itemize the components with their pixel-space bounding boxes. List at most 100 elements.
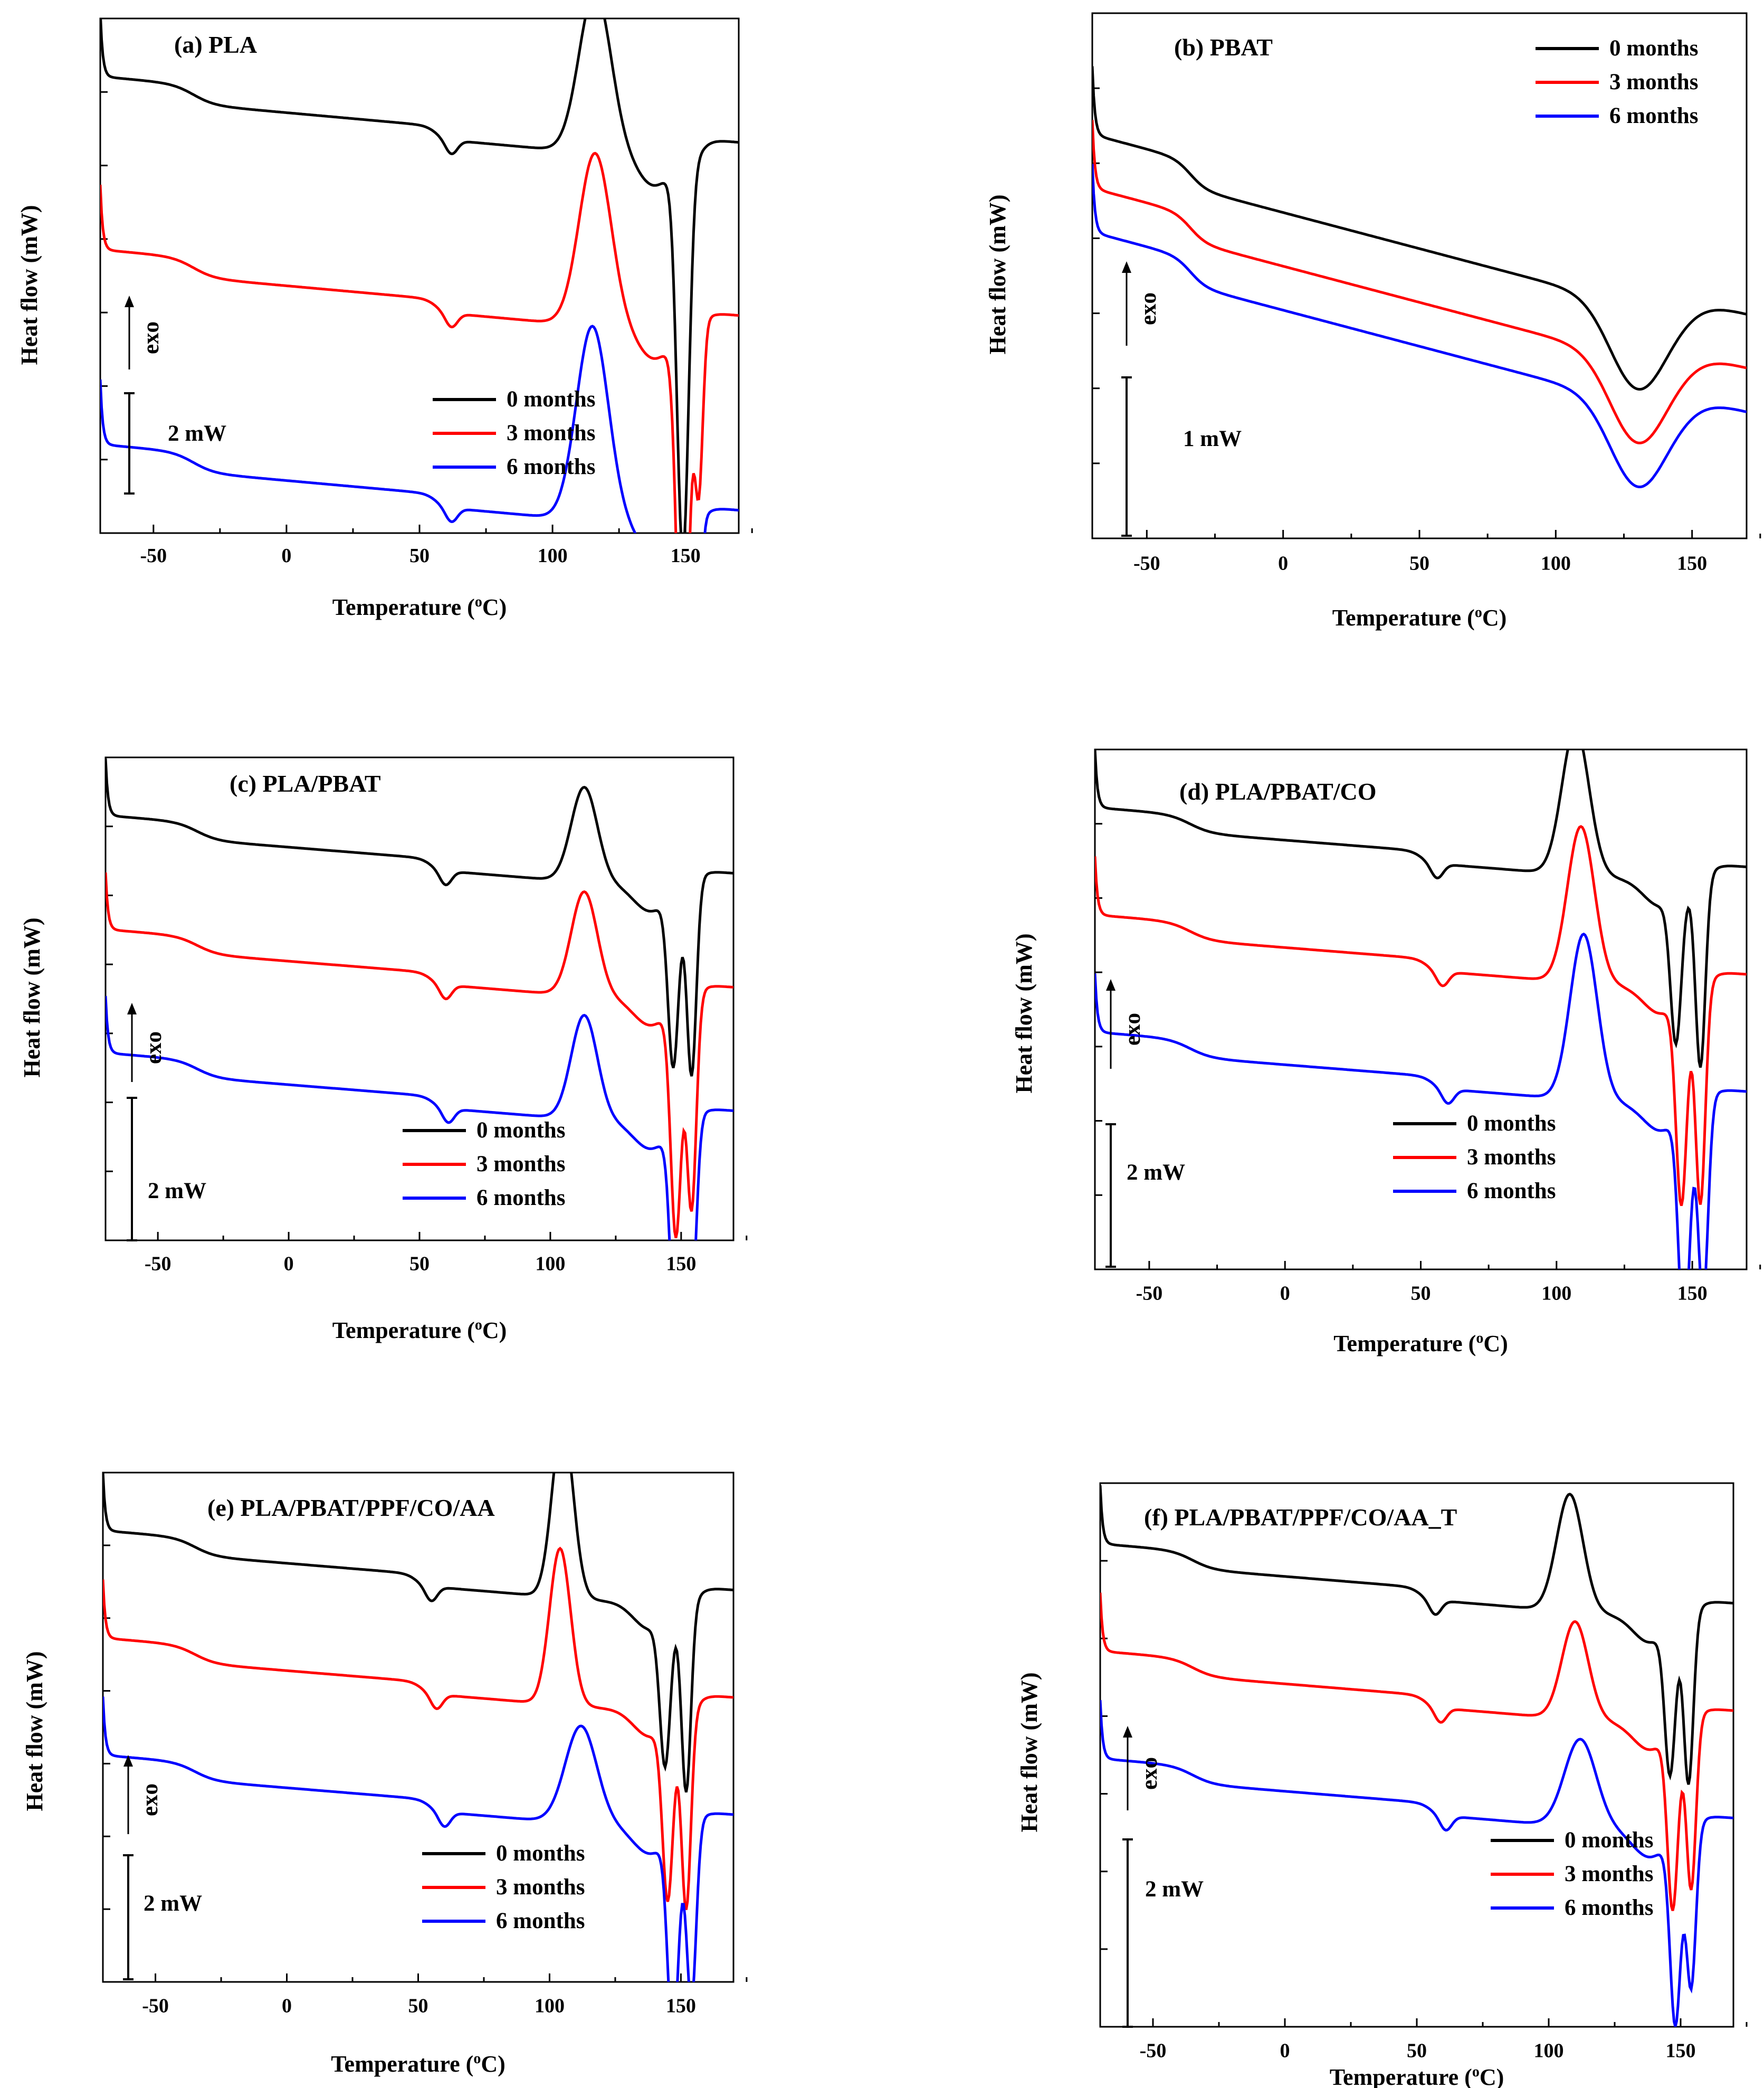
exo-label: exo	[141, 1031, 166, 1064]
series-line-3-months	[1092, 120, 1747, 444]
series-line-0-months	[1095, 749, 1747, 1068]
scale-label: 2 mW	[168, 421, 226, 446]
panel-title: (d) PLA/PBAT/CO	[1179, 778, 1377, 805]
plot-frame	[1099, 1482, 1734, 2028]
x-tick-label: 50	[1411, 1283, 1431, 1305]
series-line-3-months	[100, 151, 739, 533]
y-axis-label: Heat flow (mW)	[1016, 1672, 1042, 1832]
series-line-6-months	[1095, 932, 1747, 1269]
exo-arrow-icon	[127, 1003, 137, 1014]
legend-entry: 3 months	[1565, 1862, 1653, 1886]
y-axis-label: Heat flow (mW)	[16, 205, 42, 365]
legend-entry: 0 months	[496, 1841, 585, 1866]
panel-title: (e) PLA/PBAT/PPF/CO/AA	[207, 1494, 495, 1521]
series-line-6-months	[1100, 1700, 1733, 2027]
scale-label: 1 mW	[1183, 426, 1242, 451]
x-tick-label: 150	[666, 1252, 696, 1275]
plot-frame	[104, 756, 735, 1241]
exo-arrow-icon	[1123, 1726, 1132, 1738]
x-tick-label: 100	[535, 1252, 565, 1275]
x-tick-label: 100	[538, 545, 568, 567]
legend-entry: 0 months	[1565, 1828, 1653, 1853]
x-tick-label: -50	[1136, 1283, 1163, 1305]
legend-entry: 6 months	[1467, 1179, 1556, 1203]
chart-panel-b: -50 0 50 100 150 (b) PBAT Temperature (oC) Heat…	[985, 12, 1761, 631]
legend-entry: 6 months	[496, 1909, 585, 1933]
degree-sup: o	[475, 594, 482, 610]
x-tick-label: 150	[671, 545, 701, 567]
series-line-6-months	[103, 1696, 733, 1982]
x-tick-label: 0	[1280, 2040, 1290, 2062]
x-tick-label: 150	[1677, 1283, 1708, 1305]
exo-label: exo	[139, 321, 164, 354]
scale-label: 2 mW	[1127, 1160, 1185, 1185]
y-axis-label: Heat flow (mW)	[1011, 933, 1037, 1093]
series-line-3-months	[103, 1546, 733, 1910]
legend-entry: 0 months	[1467, 1111, 1556, 1136]
x-tick-label: 0	[1278, 552, 1288, 574]
x-tick-label: 0	[282, 1995, 292, 2017]
x-tick-label: 50	[1409, 552, 1429, 574]
panel-title: (c) PLA/PBAT	[230, 770, 381, 797]
x-axis-label-rest: C)	[1480, 2064, 1504, 2088]
exo-label: exo	[138, 1783, 163, 1816]
x-axis-label-rest: C)	[482, 594, 507, 620]
exo-arrow-icon	[123, 1755, 133, 1767]
scale-label: 2 mW	[144, 1891, 202, 1916]
x-axis-label: Temperature (oC)	[332, 594, 507, 620]
degree-sup: o	[1476, 1330, 1483, 1346]
x-tick-label: 150	[1677, 552, 1707, 574]
legend-entry: 6 months	[1565, 1895, 1653, 1920]
chart-panel-f: -50 0 50 100 150 (f) PLA/PBAT/PPF/CO/AA_T Temp…	[1016, 1482, 1748, 2088]
degree-sup: o	[475, 1317, 482, 1333]
exo-label: exo	[1136, 292, 1161, 325]
x-tick-label: 150	[1666, 2040, 1696, 2062]
x-axis-label: Temperature (oC)	[1332, 604, 1507, 631]
exo-label: exo	[1120, 1013, 1145, 1046]
x-tick-label: -50	[145, 1252, 171, 1275]
panel-title: (f) PLA/PBAT/PPF/CO/AA_T	[1144, 1504, 1457, 1531]
x-axis-label: Temperature (oC)	[1330, 2064, 1504, 2088]
x-tick-label: -50	[1140, 2040, 1167, 2062]
legend-entry: 0 months	[507, 387, 595, 412]
chart-panel-e: -50 0 50 100 150 (e) PLA/PBAT/PPF/CO/AA Temper…	[22, 1472, 748, 2077]
x-axis-label: Temperature (oC)	[1333, 1330, 1508, 1356]
legend-entry: 3 months	[1467, 1145, 1556, 1170]
x-tick-label: 50	[408, 1995, 428, 2017]
series-line-0-months	[1092, 66, 1747, 391]
exo-arrow-icon	[1122, 261, 1131, 273]
chart-panel-a: -50 0 50 100 150 (a) PLA Temperature (oC) Heat …	[16, 17, 753, 620]
x-tick-label: -50	[1133, 552, 1160, 574]
scale-label: 2 mW	[148, 1179, 206, 1203]
exo-arrow-icon	[1106, 979, 1115, 991]
legend-entry: 6 months	[1609, 103, 1698, 128]
x-tick-label: 100	[535, 1995, 565, 2017]
legend-entry: 0 months	[476, 1118, 565, 1143]
x-axis-label: Temperature (oC)	[331, 2051, 506, 2077]
legend-entry: 0 months	[1609, 36, 1698, 61]
series-line-6-months	[1092, 164, 1747, 488]
degree-sup: o	[1472, 2064, 1480, 2080]
panel-title: (a) PLA	[174, 31, 257, 58]
x-tick-label: 150	[666, 1995, 696, 2017]
exo-label: exo	[1137, 1757, 1162, 1790]
legend-entry: 6 months	[507, 454, 595, 479]
x-tick-label: 50	[1407, 2040, 1427, 2062]
chart-panel-d: -50 0 50 100 150 (d) PLA/PBAT/CO Temperature (…	[1011, 748, 1761, 1356]
x-tick-label: 0	[281, 545, 291, 567]
x-tick-label: 0	[1280, 1283, 1290, 1305]
x-tick-label: -50	[140, 545, 167, 567]
x-axis-label-rest: C)	[481, 2051, 505, 2077]
x-tick-label: 50	[409, 1252, 430, 1275]
series-line-0-months	[1100, 1485, 1733, 1785]
x-tick-label: 100	[1541, 552, 1571, 574]
series-line-3-months	[1100, 1592, 1733, 1911]
degree-sup: o	[473, 2051, 481, 2067]
legend-entry: 6 months	[476, 1185, 565, 1210]
y-axis-label: Heat flow (mW)	[19, 917, 45, 1077]
legend-entry: 3 months	[476, 1152, 565, 1176]
scale-label: 2 mW	[1145, 1877, 1204, 1902]
chart-panel-c: -50 0 50 100 150 (c) PLA/PBAT Temperature (oC)…	[19, 756, 748, 1343]
x-axis-label: Temperature (oC)	[332, 1317, 507, 1343]
x-tick-label: -50	[142, 1995, 169, 2017]
